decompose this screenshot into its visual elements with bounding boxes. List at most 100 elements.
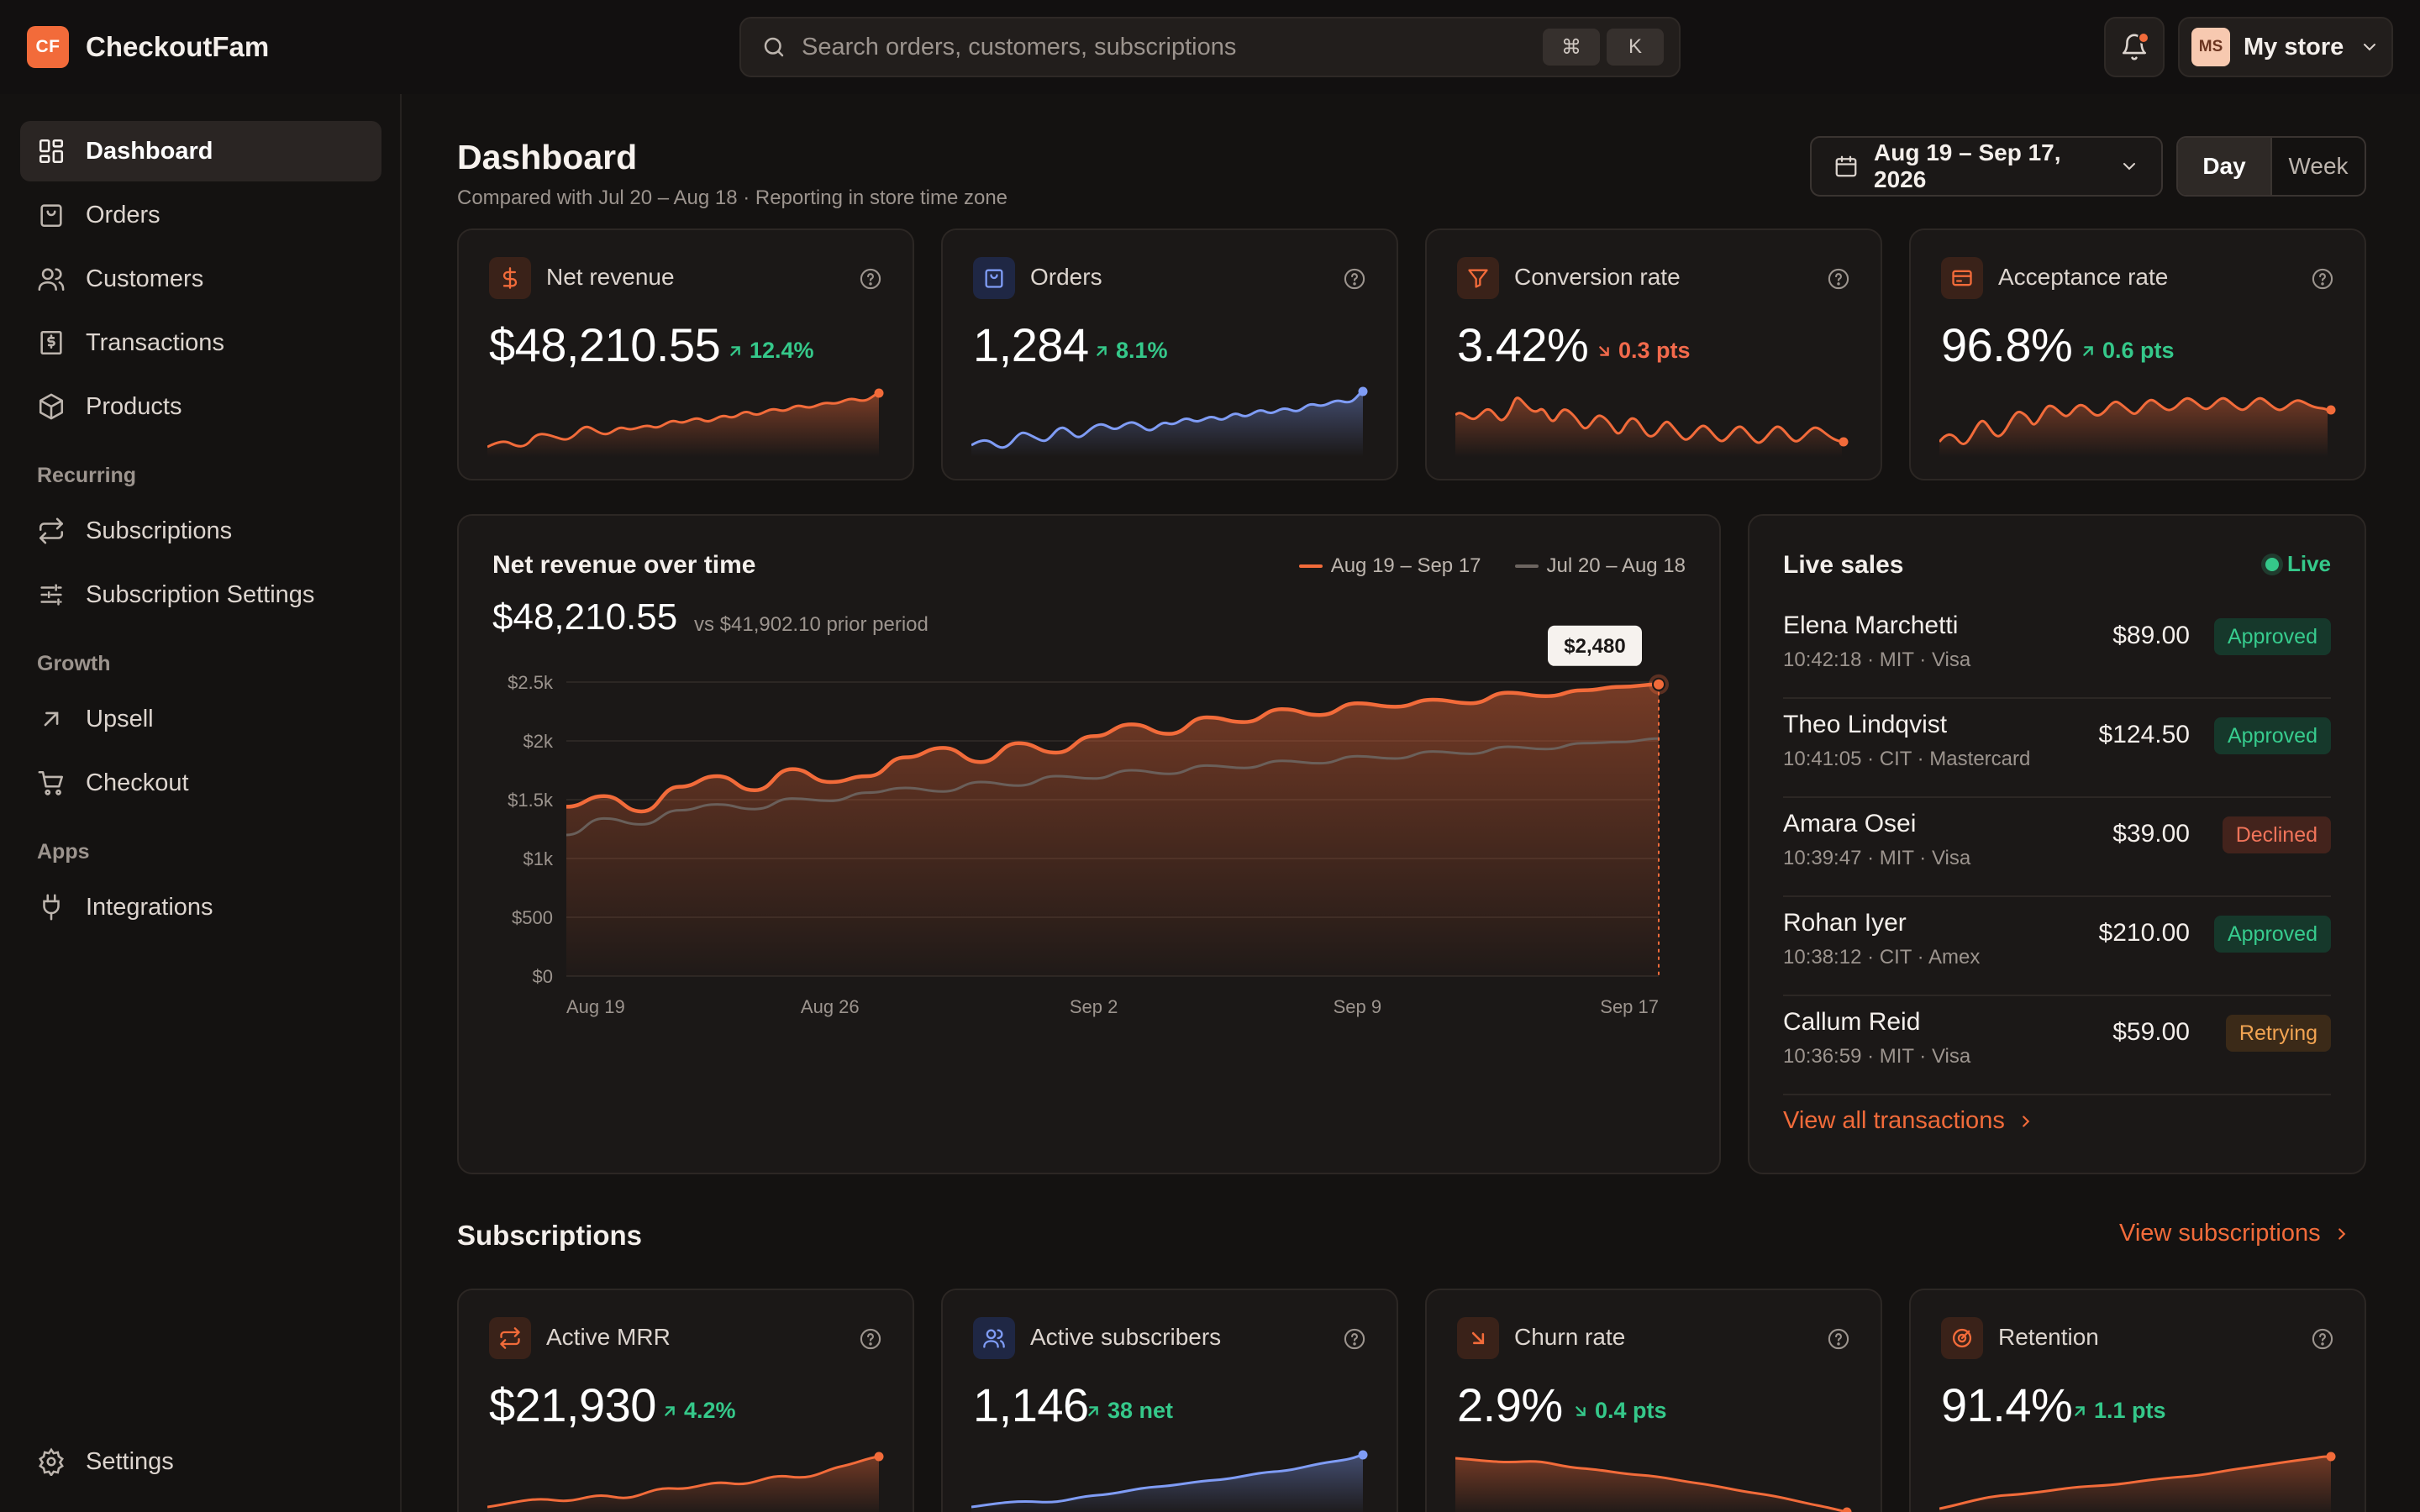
sparkline-orders	[971, 386, 1368, 457]
sale-customer: Callum Reid	[1783, 1008, 1921, 1036]
sale-customer: Amara Osei	[1783, 810, 1917, 837]
sidebar-item-upsell[interactable]: Upsell	[20, 689, 381, 749]
dollar-icon	[489, 257, 531, 299]
sidebar-item-integrations[interactable]: Integrations	[20, 877, 381, 937]
help-icon[interactable]	[2311, 267, 2334, 291]
cart-icon	[37, 769, 66, 797]
card-icon	[1941, 257, 1983, 299]
sidebar-item-label: Upsell	[86, 705, 154, 732]
users-icon	[973, 1317, 1015, 1359]
tooltip-box	[1548, 625, 1642, 666]
sale-row[interactable]: Amara Osei 10:39:47 · MIT · Visa $39.00 …	[1783, 798, 2331, 897]
search-input[interactable]: Search orders, customers, subscriptions	[802, 33, 1237, 60]
granularity-day-button[interactable]: Day	[2178, 138, 2270, 195]
sparkline-conversion-rate	[1455, 396, 1849, 457]
sidebar-item-label: Orders	[86, 201, 160, 228]
sale-meta: 10:42:18 · MIT · Visa	[1783, 648, 1971, 671]
store-switcher[interactable]: MS My store	[2178, 17, 2393, 77]
sale-row[interactable]: Theo Lindqvist 10:41:05 · CIT · Masterca…	[1783, 699, 2331, 798]
sale-row[interactable]: Callum Reid 10:36:59 · MIT · Visa $59.00…	[1783, 996, 2331, 1095]
sale-customer: Rohan Iyer	[1783, 909, 1907, 937]
help-icon[interactable]	[859, 1327, 882, 1351]
y-tick-label: $500	[512, 907, 553, 928]
sidebar-item-label: Settings	[86, 1447, 174, 1475]
divider	[1783, 895, 2331, 897]
date-range-label: Aug 19 – Sep 17, 2026	[1874, 139, 2061, 192]
bell-icon	[2120, 33, 2149, 61]
sidebar-item-settings[interactable]: Settings	[20, 1431, 381, 1492]
chevron-down-icon	[2119, 156, 2139, 176]
sidebar-item-checkout[interactable]: Checkout	[20, 753, 381, 813]
sidebar-item-subscriptions[interactable]: Subscriptions	[20, 501, 381, 561]
sparkline-net-revenue	[487, 388, 884, 457]
series-line-current	[566, 682, 1660, 814]
kpi-card-conversion-rate[interactable]: Conversion rate 3.42% 0.3 pts	[1425, 228, 1882, 480]
sale-row[interactable]: Elena Marchetti 10:42:18 · MIT · Visa $8…	[1783, 600, 2331, 699]
help-icon[interactable]	[2311, 1327, 2334, 1351]
kpi-card-churn-rate[interactable]: Churn rate 2.9% 0.4 pts	[1425, 1289, 1882, 1512]
kpi-label: Active MRR	[546, 1324, 671, 1350]
chart-comparison: vs $41,902.10 prior period	[694, 613, 929, 636]
revenue-line-chart[interactable]: $2.5k $2k $1.5k $1k $500 $0 Aug 19 Aug 26 Sep 2 S…	[459, 516, 1719, 1173]
kpi-delta: 0.6 pts	[2079, 338, 2175, 364]
notifications-button[interactable]	[2104, 17, 2165, 77]
view-all-transactions-link[interactable]: View all transactions	[1783, 1107, 2035, 1135]
sale-customer: Elena Marchetti	[1783, 612, 1959, 639]
sidebar-item-transactions[interactable]: Transactions	[20, 312, 381, 373]
kpi-delta: 1.1 pts	[2070, 1398, 2166, 1424]
kpi-value: 1,284	[973, 318, 1089, 371]
sale-amount: $59.00	[2112, 1018, 2190, 1046]
kpi-card-retention[interactable]: Retention 91.4% 1.1 pts	[1909, 1289, 2366, 1512]
kpi-delta-value: 8.1%	[1116, 338, 1168, 363]
brand-logo: CF	[27, 26, 69, 68]
kpi-card-net-revenue[interactable]: Net revenue $48,210.55 12.4%	[457, 228, 914, 480]
date-range-picker[interactable]: Aug 19 – Sep 17, 2026	[1810, 136, 2163, 197]
kpi-card-orders[interactable]: Orders 1,284 8.1%	[941, 228, 1398, 480]
kpi-card-active-subscribers[interactable]: Active subscribers 1,146 38 net	[941, 1289, 1398, 1512]
sidebar-item-subscription-settings[interactable]: Subscription Settings	[20, 564, 381, 625]
kpi-card-acceptance-rate[interactable]: Acceptance rate 96.8% 0.6 pts	[1909, 228, 2366, 480]
kpi-card-active-mrr[interactable]: Active MRR $21,930 4.2%	[457, 1289, 914, 1512]
sidebar-section-apps: Apps	[37, 840, 90, 864]
chart-legend: Aug 19 – Sep 17 Jul 20 – Aug 18	[1298, 554, 1686, 578]
search-icon	[761, 34, 786, 60]
brand[interactable]: CF CheckoutFam	[27, 25, 269, 69]
help-icon[interactable]	[1827, 267, 1850, 291]
divider	[1783, 995, 2331, 996]
sidebar-item-label: Subscriptions	[86, 517, 233, 544]
bag-icon	[973, 257, 1015, 299]
help-icon[interactable]	[1827, 1327, 1850, 1351]
sidebar-item-orders[interactable]: Orders	[20, 185, 381, 245]
sparkline-active-mrr	[487, 1452, 884, 1512]
help-icon[interactable]	[859, 267, 882, 291]
status-badge: Approved	[2213, 717, 2331, 754]
help-icon[interactable]	[1343, 267, 1366, 291]
view-subscriptions-link[interactable]: View subscriptions	[2119, 1220, 2351, 1247]
divider	[1783, 1094, 2331, 1095]
live-status-label: Live	[2286, 551, 2331, 576]
page-title: Dashboard	[457, 138, 638, 176]
granularity-week-button[interactable]: Week	[2270, 138, 2365, 195]
legend-swatch-previous	[1514, 564, 1539, 568]
notification-dot	[2138, 32, 2149, 44]
live-dot-icon	[2265, 557, 2279, 571]
calendar-icon	[1833, 154, 1859, 179]
sale-amount: $89.00	[2112, 622, 2190, 649]
page-subtitle: Compared with Jul 20 – Aug 18 · Reportin…	[457, 186, 1008, 209]
status-badge: Retrying	[2225, 1015, 2331, 1052]
sidebar-item-products[interactable]: Products	[20, 376, 381, 437]
search-bar[interactable]: Search orders, customers, subscriptions …	[739, 17, 1681, 77]
kpi-value: 2.9%	[1457, 1378, 1563, 1431]
chart-title: Net revenue over time	[492, 551, 756, 579]
sale-row[interactable]: Rohan Iyer 10:38:12 · CIT · Amex $210.00…	[1783, 897, 2331, 996]
kpi-label: Retention	[1998, 1324, 2099, 1350]
help-icon[interactable]	[1343, 1327, 1366, 1351]
sale-meta: 10:41:05 · CIT · Mastercard	[1783, 748, 2031, 770]
chart-total: $48,210.55	[492, 596, 678, 638]
sale-meta: 10:38:12 · CIT · Amex	[1783, 946, 1981, 969]
receipt-icon	[37, 328, 66, 357]
sidebar-item-dashboard[interactable]: Dashboard	[20, 121, 381, 181]
kpi-delta-value: 12.4%	[750, 338, 814, 363]
y-tick-label: $0	[533, 966, 553, 987]
sidebar-item-customers[interactable]: Customers	[20, 249, 381, 309]
